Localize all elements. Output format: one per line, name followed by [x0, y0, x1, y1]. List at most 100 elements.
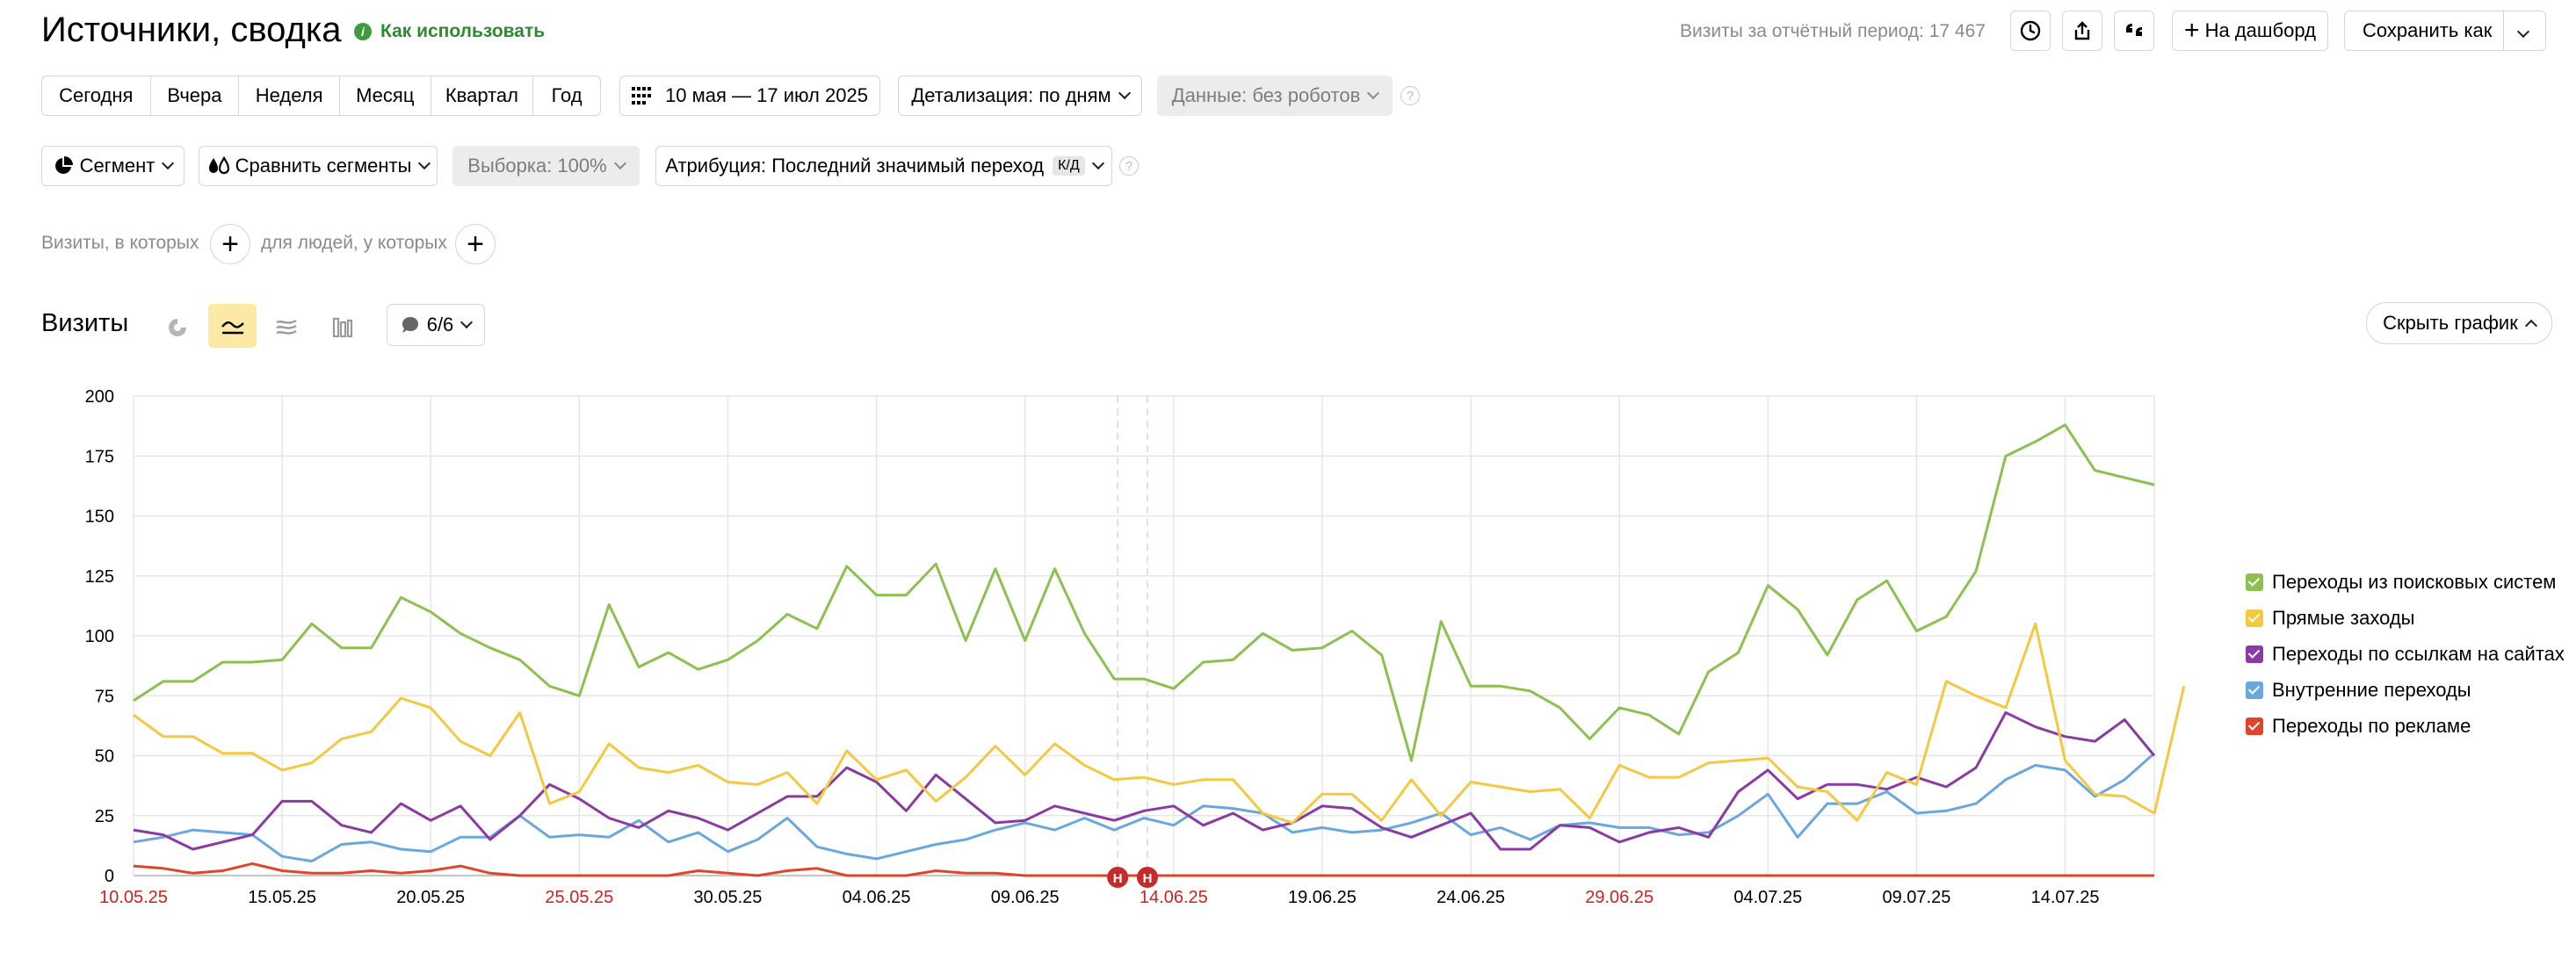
- x-axis: 10.05.25 15.05.25 20.05.25 25.05.25 30.05.25…: [99, 888, 2099, 907]
- period-today[interactable]: Сегодня: [42, 76, 151, 115]
- line-chart-toggle[interactable]: [208, 304, 257, 348]
- attribution-label: Атрибуция: Последний значимый переход: [665, 155, 1045, 177]
- legend-label: Переходы из поисковых систем: [2272, 571, 2557, 593]
- save-as-label: Сохранить как: [2363, 19, 2493, 41]
- chart-title: Визиты: [41, 309, 129, 337]
- detail-label: Детализация: по дням: [911, 84, 1111, 106]
- drops-icon: [208, 156, 229, 175]
- save-as-divider: [2503, 11, 2504, 50]
- series-line: [133, 622, 2186, 825]
- chart-series: [133, 423, 2186, 877]
- hide-chart-label: Скрыть график: [2383, 312, 2518, 334]
- checkbox-icon: [2246, 645, 2263, 663]
- series-line: [133, 710, 2156, 851]
- series-selector[interactable]: 6/6: [387, 304, 485, 346]
- annotation-label: Н: [1113, 871, 1123, 886]
- how-to-use-link[interactable]: i Как использовать: [354, 21, 545, 42]
- data-filter-help-icon[interactable]: ?: [1400, 86, 1420, 105]
- export-button[interactable]: [2062, 11, 2102, 51]
- stacked-bar-icon: [332, 317, 353, 338]
- quote-button[interactable]: [2114, 11, 2154, 51]
- add-dashboard-button[interactable]: + На дашборд: [2172, 11, 2328, 51]
- y-tick-label: 125: [85, 567, 114, 587]
- x-tick-label: 04.06.25: [843, 888, 911, 907]
- x-tick-label: 15.05.25: [248, 888, 316, 907]
- period-week[interactable]: Неделя: [239, 76, 340, 115]
- plus-icon: +: [467, 227, 484, 261]
- detail-dropdown[interactable]: Детализация: по дням: [898, 76, 1142, 116]
- y-tick-label: 75: [95, 687, 114, 706]
- annotation-label: Н: [1143, 871, 1153, 886]
- x-tick-label: 25.05.25: [545, 888, 613, 907]
- area-chart-toggle[interactable]: [271, 312, 302, 343]
- legend-label: Внутренние переходы: [2272, 679, 2471, 701]
- sample-label: Выборка: 100%: [467, 155, 607, 177]
- checkbox-icon: [2246, 609, 2263, 627]
- quote-icon: [2126, 24, 2142, 36]
- legend-item-internal[interactable]: Внутренние переходы: [2246, 679, 2471, 702]
- legend-item-search[interactable]: Переходы из поисковых систем: [2246, 571, 2556, 594]
- segment-dropdown[interactable]: Сегмент: [41, 146, 185, 186]
- save-as-button[interactable]: Сохранить как: [2344, 11, 2546, 51]
- y-tick-label: 25: [95, 807, 114, 826]
- annotation-marker: Н: [1137, 867, 1158, 888]
- y-tick-label: 200: [85, 387, 114, 407]
- period-yesterday[interactable]: Вчера: [151, 76, 240, 115]
- period-month[interactable]: Месяц: [340, 76, 431, 115]
- segment-label: Сегмент: [79, 155, 156, 177]
- period-selector: Сегодня Вчера Неделя Месяц Квартал Год: [41, 76, 601, 116]
- x-tick-label: 19.06.25: [1288, 888, 1357, 907]
- period-year[interactable]: Год: [551, 84, 582, 106]
- attribution-badge: К/Д: [1053, 156, 1085, 176]
- x-tick-label: 24.06.25: [1436, 888, 1505, 907]
- checkbox-icon: [2246, 573, 2263, 591]
- series-count: 6/6: [426, 314, 454, 335]
- stacked-area-icon: [276, 319, 297, 335]
- calendar-icon: [632, 87, 652, 105]
- x-tick-label: 14.07.25: [2031, 888, 2100, 907]
- attribution-help-icon[interactable]: ?: [1119, 156, 1139, 176]
- legend-item-ads[interactable]: Переходы по рекламе: [2246, 715, 2471, 738]
- y-tick-label: 150: [85, 508, 114, 527]
- bar-chart-toggle[interactable]: [327, 312, 358, 343]
- data-filter-label: Данные: без роботов: [1171, 84, 1361, 106]
- add-dashboard-label: На дашборд: [2204, 19, 2316, 41]
- line-chart-icon: [221, 321, 244, 335]
- compare-segments-dropdown[interactable]: Сравнить сегменты: [199, 146, 438, 186]
- x-tick-label: 29.06.25: [1585, 888, 1653, 907]
- series-line: [133, 423, 2155, 762]
- annotation-dot: [1107, 867, 1129, 888]
- history-button[interactable]: [2010, 11, 2051, 51]
- attribution-dropdown[interactable]: Атрибуция: Последний значимый переход К/…: [655, 146, 1112, 186]
- y-tick-label: 175: [85, 447, 114, 466]
- sample-dropdown[interactable]: Выборка: 100%: [452, 146, 640, 186]
- period-quarter[interactable]: Квартал: [431, 76, 534, 115]
- y-tick-label: 0: [105, 867, 114, 886]
- legend-label: Прямые заходы: [2272, 607, 2415, 629]
- comment-icon: [402, 317, 418, 333]
- y-tick-label: 50: [95, 747, 114, 767]
- series-line: [133, 752, 2155, 863]
- x-tick-label: 09.07.25: [1882, 888, 1950, 907]
- x-tick-label: 30.05.25: [694, 888, 763, 907]
- add-visit-condition-button[interactable]: +: [210, 224, 250, 264]
- plus-icon: +: [2184, 16, 2200, 45]
- pie-chart-toggle[interactable]: [162, 312, 193, 343]
- legend-label: Переходы по рекламе: [2272, 715, 2471, 737]
- add-people-condition-button[interactable]: +: [455, 224, 496, 264]
- legend-item-links[interactable]: Переходы по ссылкам на сайтах: [2246, 643, 2565, 666]
- share-icon: [2074, 21, 2090, 40]
- visits-summary: Визиты за отчётный период: 17 467: [1680, 21, 1986, 41]
- legend-item-direct[interactable]: Прямые заходы: [2246, 607, 2414, 630]
- hide-chart-button[interactable]: Скрыть график: [2366, 302, 2552, 344]
- data-filter-dropdown[interactable]: Данные: без роботов: [1157, 76, 1393, 116]
- checkbox-icon: [2246, 717, 2263, 735]
- annotation-marker: Н: [1107, 867, 1129, 888]
- date-range-picker[interactable]: 10 мая — 17 июл 2025: [619, 76, 880, 116]
- y-axis: 0 25 50 75 100 125 150 175 200: [85, 387, 114, 886]
- info-icon: i: [354, 23, 372, 40]
- x-tick-label: 09.06.25: [991, 888, 1060, 907]
- legend-label: Переходы по ссылкам на сайтах: [2272, 643, 2565, 665]
